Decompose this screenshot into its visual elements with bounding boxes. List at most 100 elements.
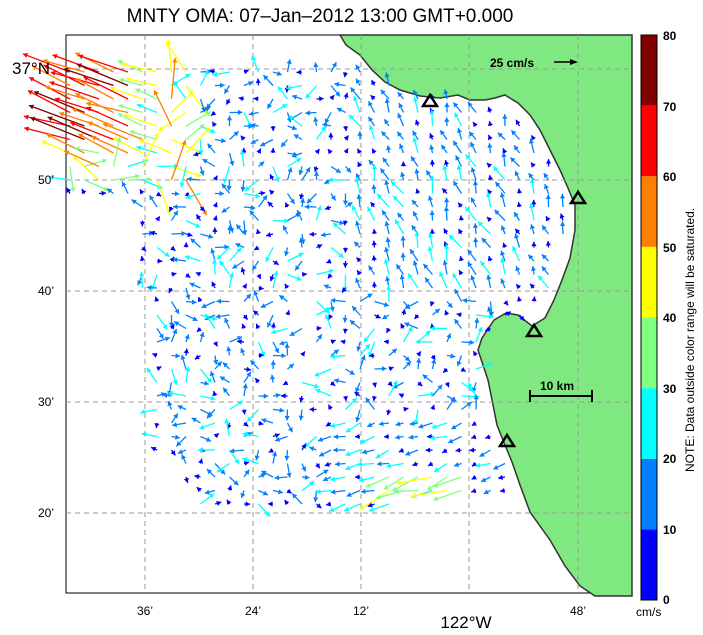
current-vector-head bbox=[371, 396, 377, 401]
current-vector-head bbox=[328, 404, 333, 410]
current-vector-head bbox=[166, 41, 171, 47]
current-vector-head bbox=[205, 111, 211, 117]
current-vector-head bbox=[382, 157, 388, 163]
current-vector-head bbox=[207, 143, 213, 149]
current-vector-head bbox=[387, 381, 393, 387]
current-vector-head bbox=[234, 458, 240, 464]
current-vector bbox=[78, 54, 129, 73]
colorbar-ticks: 80 70 60 50 40 30 20 10 0 bbox=[663, 29, 677, 607]
current-vector-head bbox=[371, 80, 376, 86]
current-vector-head bbox=[519, 315, 525, 321]
current-vector-head bbox=[172, 58, 178, 63]
current-vector-head bbox=[256, 148, 261, 154]
current-vector-head bbox=[502, 148, 508, 154]
current-vector-head bbox=[428, 461, 434, 466]
current-vector-head bbox=[270, 126, 276, 131]
current-vector-head bbox=[48, 175, 54, 181]
current-vector-head bbox=[184, 334, 190, 340]
current-vector-head bbox=[384, 72, 390, 78]
current-vector-head bbox=[330, 353, 335, 359]
current-vector-head bbox=[470, 197, 476, 203]
current-vector bbox=[102, 122, 143, 141]
current-vector-head bbox=[254, 245, 260, 250]
current-vector-head bbox=[286, 85, 292, 91]
current-vector-head bbox=[118, 104, 124, 109]
current-vector-head bbox=[448, 438, 454, 444]
current-vector-head bbox=[442, 260, 448, 265]
current-vector-head bbox=[400, 161, 407, 166]
current-vector bbox=[185, 126, 211, 154]
colorbar-segment bbox=[641, 105, 657, 177]
current-vector-head bbox=[427, 485, 433, 491]
current-vector-head bbox=[101, 190, 107, 196]
current-vector-head bbox=[78, 133, 84, 139]
current-vector-head bbox=[220, 138, 226, 144]
current-vector-head bbox=[45, 85, 51, 91]
current-vector-head bbox=[110, 86, 116, 92]
current-vector-head bbox=[139, 138, 145, 144]
current-vector-head bbox=[429, 210, 435, 216]
current-vector-head bbox=[472, 180, 478, 186]
current-vector-head bbox=[313, 171, 320, 176]
current-vector-head bbox=[386, 410, 392, 416]
current-vector-head bbox=[502, 242, 508, 248]
current-vector-head bbox=[220, 376, 226, 382]
current-vector-head bbox=[204, 70, 209, 76]
current-vector bbox=[432, 476, 462, 488]
current-vector-head bbox=[430, 404, 436, 410]
current-vector-head bbox=[330, 339, 336, 345]
current-vector-head bbox=[216, 298, 222, 304]
current-vector-head bbox=[192, 316, 198, 321]
current-vector-head bbox=[258, 352, 264, 359]
current-vector-head bbox=[242, 283, 247, 289]
current-vector-head bbox=[259, 161, 265, 167]
current-vector-head bbox=[399, 274, 405, 280]
current-vector-head bbox=[208, 233, 214, 239]
current-vector-head bbox=[487, 134, 493, 141]
current-vector-head bbox=[173, 413, 178, 419]
current-vector-head bbox=[239, 149, 245, 155]
current-vector bbox=[153, 90, 173, 127]
current-vector-head bbox=[270, 374, 276, 380]
current-vector-head bbox=[91, 135, 97, 141]
current-vector-head bbox=[371, 229, 377, 234]
current-vector-head bbox=[175, 434, 180, 440]
current-vector-head bbox=[343, 92, 349, 98]
current-vector-head bbox=[400, 235, 406, 241]
current-vector-head bbox=[227, 485, 233, 491]
current-vector-head bbox=[516, 202, 522, 208]
current-vector-head bbox=[255, 229, 261, 235]
current-vector-head bbox=[395, 219, 400, 225]
current-vector-head bbox=[268, 501, 273, 507]
current-vector-head bbox=[170, 245, 176, 251]
distance-scale-label: 10 km bbox=[540, 379, 574, 393]
current-vector-head bbox=[176, 441, 182, 447]
current-vector-head bbox=[135, 173, 140, 179]
current-vector-head bbox=[242, 230, 248, 235]
current-vector-head bbox=[545, 241, 551, 246]
current-vector-head bbox=[368, 101, 373, 107]
current-vector-head bbox=[292, 493, 298, 499]
current-vector-head bbox=[531, 135, 536, 141]
current-vector-head bbox=[360, 355, 366, 361]
current-vector-head bbox=[266, 232, 272, 238]
current-vector-head bbox=[267, 103, 273, 109]
current-vector-head bbox=[444, 160, 450, 165]
current-vector-head bbox=[284, 218, 289, 224]
current-vector-head bbox=[224, 317, 230, 324]
current-vector-head bbox=[501, 152, 507, 158]
current-vector-head bbox=[47, 116, 53, 122]
current-vector-head bbox=[355, 220, 361, 226]
current-vector-head bbox=[246, 366, 252, 372]
current-vector-head bbox=[206, 377, 212, 383]
current-vector-head bbox=[335, 91, 340, 97]
current-vector-head bbox=[261, 418, 267, 424]
current-vector-head bbox=[404, 356, 410, 362]
current-vector-head bbox=[323, 469, 329, 475]
current-vector-head bbox=[469, 339, 475, 345]
current-vector-head bbox=[453, 140, 458, 146]
current-vector-head bbox=[383, 484, 389, 490]
current-vector-head bbox=[212, 259, 218, 264]
current-vector-head bbox=[355, 387, 360, 393]
current-vector-head bbox=[210, 128, 216, 134]
